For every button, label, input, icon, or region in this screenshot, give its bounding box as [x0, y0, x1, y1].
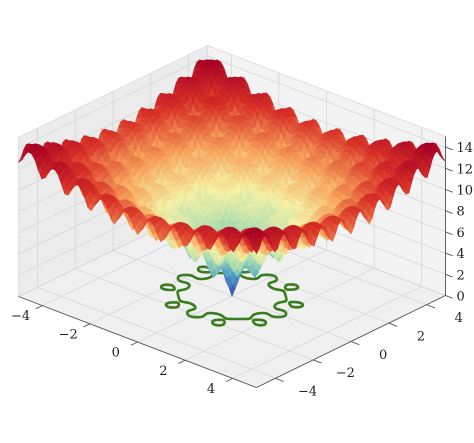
ackley-surface [18, 59, 446, 298]
floor-contours [159, 265, 305, 327]
contour-lines [159, 265, 305, 327]
grid-line-z [18, 55, 446, 149]
